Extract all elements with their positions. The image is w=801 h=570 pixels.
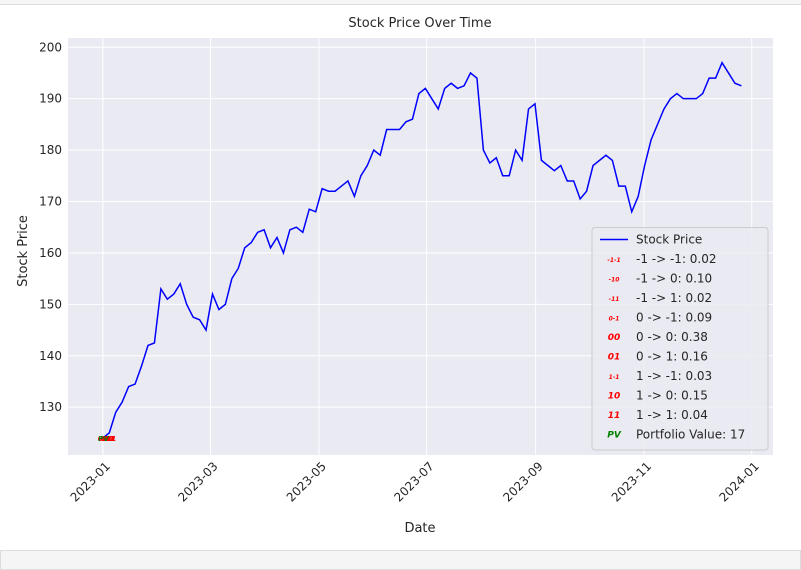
legend-label: 0 -> -1: 0.09 — [636, 311, 712, 325]
signal-marker: 01 — [101, 435, 111, 443]
legend-marker: 11 — [608, 411, 621, 421]
legend-label: 1 -> 0: 0.15 — [636, 389, 708, 403]
legend-label: -1 -> -1: 0.02 — [636, 252, 717, 266]
x-tick-label: 2023-09 — [500, 459, 545, 504]
cell-top-border — [0, 0, 801, 5]
y-tick-label: 200 — [39, 40, 62, 54]
legend-label: 0 -> 1: 0.16 — [636, 350, 708, 364]
signal-marker: PV — [98, 435, 109, 443]
chart: Stock Price Over Time Date Stock Price -… — [16, 16, 773, 536]
x-tick-label: 2023-01 — [68, 459, 113, 504]
legend-marker: PV — [607, 431, 622, 441]
legend-marker: 1-1 — [609, 374, 620, 381]
y-tick-label: 190 — [39, 92, 62, 106]
x-tick-label: 2023-07 — [391, 459, 436, 504]
signal-marker: 10 — [103, 435, 113, 443]
x-tick-label: 2024-01 — [716, 459, 761, 504]
legend-marker: 10 — [608, 392, 621, 402]
legend-marker: -1-1 — [607, 257, 620, 264]
signal-marker: 11 — [106, 435, 116, 443]
legend-marker: 00 — [608, 333, 621, 343]
y-tick-label: 140 — [39, 349, 62, 363]
chart-title: Stock Price Over Time — [348, 16, 491, 31]
signal-marker: 1-1 — [104, 435, 117, 443]
legend-marker: 0-1 — [609, 316, 620, 323]
legend-label: Portfolio Value: 17 — [636, 428, 745, 442]
legend-label: 1 -> -1: 0.03 — [636, 369, 712, 383]
signal-marker: -10 — [98, 435, 111, 443]
x-tick-label: 2023-03 — [175, 459, 220, 504]
y-tick-label: 160 — [39, 246, 62, 260]
legend-label: Stock Price — [636, 233, 702, 247]
signal-marker: -1-1 — [99, 435, 115, 443]
x-axis-label: Date — [404, 521, 435, 536]
price-line — [102, 61, 742, 439]
legend-label: -1 -> 0: 0.10 — [636, 272, 712, 286]
legend: Stock Price -1-1 -1 -> -1: 0.02 -10 -1 -> 0:… — [591, 227, 769, 451]
x-tick-label: 2023-05 — [284, 459, 329, 504]
legend-marker: -10 — [609, 277, 620, 284]
y-tick-label: 170 — [39, 195, 62, 209]
y-tick-label: 180 — [39, 143, 62, 157]
signal-marker: 0-1 — [98, 435, 111, 443]
next-cell — [0, 550, 801, 570]
y-axis-label: Stock Price — [16, 215, 31, 287]
signal-marker: -11 — [102, 435, 115, 443]
legend-marker: -11 — [609, 296, 620, 303]
x-tick-label: 2023-11 — [609, 459, 654, 504]
y-tick-label: 130 — [39, 400, 62, 414]
legend-label: 1 -> 1: 0.04 — [636, 408, 708, 422]
legend-marker: 01 — [608, 353, 621, 363]
legend-label: 0 -> 0: 0.38 — [636, 330, 708, 344]
legend-box — [591, 227, 769, 451]
y-tick-label: 150 — [39, 297, 62, 311]
signal-marker: 00 — [98, 435, 108, 443]
legend-label: -1 -> 1: 0.02 — [636, 291, 712, 305]
